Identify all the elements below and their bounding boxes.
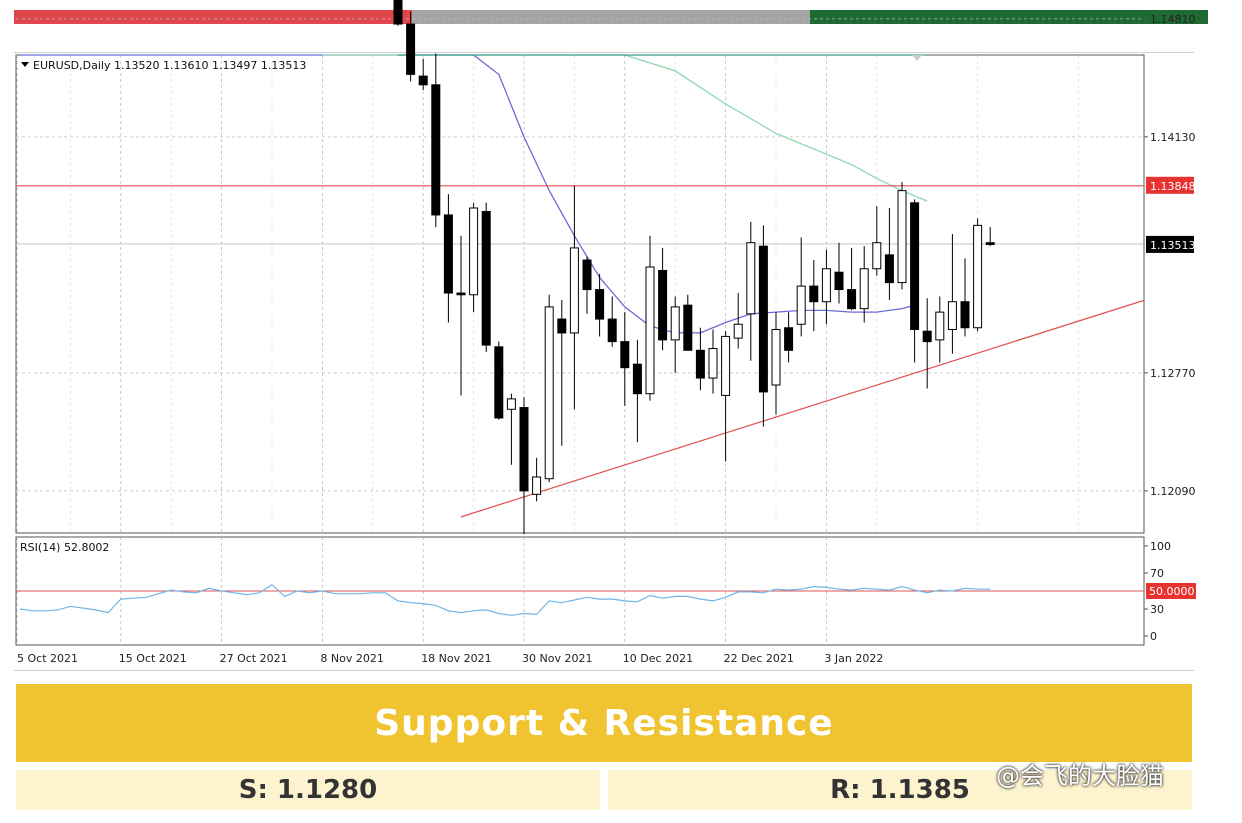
support-level-label: S: 1.1280 bbox=[238, 775, 378, 805]
candle-bullish bbox=[796, 285, 806, 325]
candle-bearish bbox=[784, 327, 794, 351]
candle-bearish bbox=[443, 214, 453, 294]
candle-bearish bbox=[481, 210, 491, 346]
rsi-tick-label: 30 bbox=[1150, 603, 1164, 616]
price-panel-frame bbox=[15, 54, 1145, 534]
candle-bearish bbox=[406, 23, 416, 75]
candle-bullish bbox=[821, 268, 831, 303]
candle-bearish bbox=[884, 254, 894, 284]
rsi-tick-label: 0 bbox=[1150, 630, 1157, 643]
rsi-line bbox=[19, 583, 991, 616]
candle-bullish bbox=[746, 242, 756, 315]
date-axis-label: 22 Dec 2021 bbox=[724, 652, 794, 665]
chart-title: EURUSD,Daily 1.13520 1.13610 1.13497 1.1… bbox=[33, 59, 306, 72]
candle-bullish bbox=[859, 268, 869, 310]
candle-bearish bbox=[809, 285, 819, 303]
top-color-bar-grey bbox=[412, 10, 810, 24]
candle-bearish bbox=[607, 318, 617, 343]
candle-bearish bbox=[922, 330, 932, 343]
resistance-level-label: R: 1.1385 bbox=[830, 775, 970, 805]
candle-bearish bbox=[960, 301, 970, 329]
candle-bearish bbox=[431, 84, 441, 216]
candle-bullish bbox=[947, 301, 957, 330]
top-color-bar-red bbox=[14, 10, 412, 24]
support-level-box: S: 1.1280 bbox=[16, 770, 600, 810]
candle-bearish bbox=[418, 75, 428, 86]
candle-bearish bbox=[393, 0, 403, 25]
candle-bullish bbox=[645, 266, 655, 395]
current-price-tag bbox=[1146, 235, 1194, 253]
candle-bearish bbox=[519, 407, 529, 492]
candle-bearish bbox=[758, 245, 768, 393]
date-axis-label: 27 Oct 2021 bbox=[220, 652, 288, 665]
chart-shift-marker-icon bbox=[912, 55, 922, 61]
rsi-title: RSI(14) 52.8002 bbox=[20, 541, 109, 554]
rsi-level-tag bbox=[1146, 583, 1196, 599]
date-axis-label: 8 Nov 2021 bbox=[320, 652, 383, 665]
rsi-tick-label: 70 bbox=[1150, 567, 1164, 580]
date-axis-label: 18 Nov 2021 bbox=[421, 652, 491, 665]
candle-bearish bbox=[557, 318, 567, 334]
chart-frame-top-rule bbox=[14, 52, 1194, 53]
candle-bullish bbox=[897, 190, 907, 284]
date-axis-label: 5 Oct 2021 bbox=[17, 652, 78, 665]
candle-bullish bbox=[569, 247, 579, 334]
candle-bullish bbox=[771, 328, 781, 386]
candle-bullish bbox=[721, 335, 731, 396]
candle-bearish bbox=[695, 349, 705, 379]
candle-bearish bbox=[985, 242, 995, 245]
date-axis-label: 3 Jan 2022 bbox=[824, 652, 883, 665]
chart-menu-triangle-icon bbox=[21, 62, 29, 67]
candle-bullish bbox=[670, 306, 680, 341]
top-color-bar-green bbox=[810, 10, 1208, 24]
candle-bearish bbox=[683, 304, 693, 351]
price-chart: 1.168501.161701.154901.148101.141301.127… bbox=[15, 0, 1196, 665]
resistance-level-box: R: 1.1385 bbox=[608, 770, 1192, 810]
candle-bearish bbox=[456, 292, 466, 296]
price-tick-label: 1.12770 bbox=[1150, 367, 1196, 380]
candle-bearish bbox=[658, 269, 668, 341]
support-resistance-banner: Support & Resistance bbox=[16, 684, 1192, 762]
rsi-level-tag-label: 50.0000 bbox=[1149, 585, 1195, 598]
candle-bearish bbox=[910, 202, 920, 330]
candle-bullish bbox=[973, 224, 983, 329]
date-axis-label: 10 Dec 2021 bbox=[623, 652, 693, 665]
candle-bearish bbox=[582, 259, 592, 291]
candle-bullish bbox=[708, 348, 718, 379]
chart-frame-bottom-rule bbox=[14, 670, 1194, 671]
candle-bearish bbox=[847, 289, 857, 310]
price-tick-label: 1.14130 bbox=[1150, 131, 1196, 144]
candle-bullish bbox=[532, 476, 542, 495]
candle-bullish bbox=[872, 242, 882, 270]
current-price-tag-label: 1.13513 bbox=[1150, 239, 1196, 252]
candle-bullish bbox=[469, 207, 479, 296]
resistance-price-tag-label: 1.13848 bbox=[1150, 180, 1196, 193]
price-tick-label: 1.12090 bbox=[1150, 485, 1196, 498]
candle-bearish bbox=[834, 271, 844, 291]
date-axis-label: 15 Oct 2021 bbox=[119, 652, 187, 665]
candle-bearish bbox=[595, 289, 605, 320]
candle-bullish bbox=[733, 323, 743, 339]
resistance-price-tag bbox=[1146, 176, 1194, 194]
support-trendline bbox=[460, 299, 1145, 518]
candle-bullish bbox=[935, 311, 945, 341]
watermark-text: @会飞的大脸猫 bbox=[996, 762, 1164, 790]
banner-title: Support & Resistance bbox=[374, 702, 834, 744]
candle-bearish bbox=[620, 341, 630, 369]
candle-bearish bbox=[632, 363, 642, 395]
rsi-tick-label: 100 bbox=[1150, 540, 1171, 553]
candle-bullish bbox=[544, 306, 554, 480]
candle-bullish bbox=[506, 398, 516, 410]
candle-bearish bbox=[494, 346, 504, 419]
price-tick-label: 1.14810 bbox=[1150, 13, 1196, 26]
date-axis-label: 30 Nov 2021 bbox=[522, 652, 592, 665]
